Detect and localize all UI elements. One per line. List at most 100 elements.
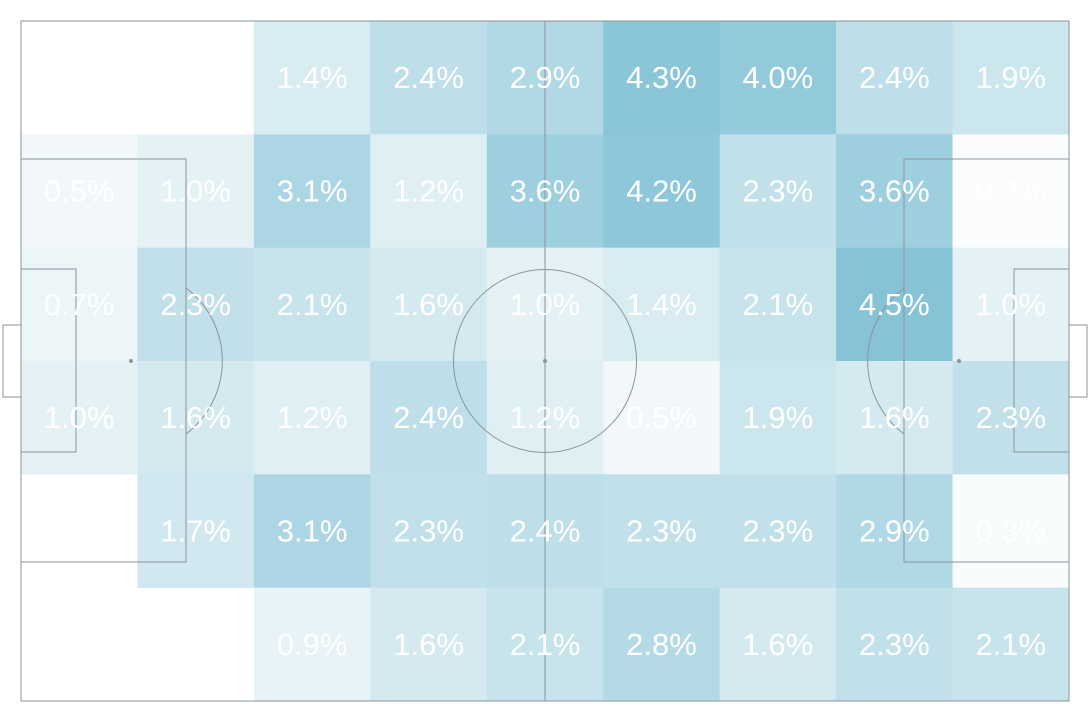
heatmap-label-r4-c3: 2.3% <box>393 514 464 549</box>
heatmap-label-r0-c2: 1.4% <box>277 60 348 95</box>
heatmap-label-r4-c5: 2.3% <box>626 514 697 549</box>
heatmap-label-r5-c4: 2.1% <box>510 627 581 662</box>
heatmap-label-r1-c5: 4.2% <box>626 174 697 209</box>
heatmap-label-r1-c1: 1.0% <box>160 174 231 209</box>
heatmap-cell-r1-c8 <box>952 134 1070 249</box>
heatmap-cell-r4-c3 <box>370 474 488 589</box>
heatmap-cell-r0-c7 <box>836 21 954 135</box>
left-penalty-spot <box>129 359 133 363</box>
heatmap-cell-r3-c2 <box>253 361 371 475</box>
heatmap-label-r1-c4: 3.6% <box>510 174 581 209</box>
pitch-markings <box>2 20 1088 702</box>
heatmap-label-r4-c6: 2.3% <box>743 514 814 549</box>
heatmap-cell-r5-c8 <box>952 587 1070 702</box>
heatmap-cell-r3-c6 <box>719 361 837 475</box>
right-goal <box>1068 324 1088 398</box>
heatmap-cell-r4-c2 <box>253 474 371 589</box>
heatmap-label-r3-c4: 1.2% <box>510 400 581 435</box>
heatmap-cell-r3-c1 <box>137 361 255 475</box>
heatmap-label-r3-c6: 1.9% <box>743 400 814 435</box>
heatmap-label-r5-c7: 2.3% <box>859 627 930 662</box>
heatmap-cell-r1-c2 <box>253 134 371 249</box>
heatmap-label-r1-c0: 0.5% <box>44 174 115 209</box>
heatmap-label-r4-c8: 0.3% <box>975 514 1046 549</box>
heatmap-cell-r4-c6 <box>719 474 837 589</box>
heatmap-label-r3-c7: 1.6% <box>859 400 930 435</box>
heatmap-cell-r1-c7 <box>836 134 954 249</box>
heatmap-label-r3-c0: 1.0% <box>44 400 115 435</box>
heatmap-label-r1-c7: 3.6% <box>859 174 930 209</box>
left-goal <box>2 324 22 398</box>
heatmap-cell-r2-c3 <box>370 247 488 362</box>
heatmap-cell-r1-c3 <box>370 134 488 249</box>
heatmap-cell-r0-c6 <box>719 21 837 135</box>
heatmap-label-r2-c8: 1.0% <box>975 287 1046 322</box>
heatmap-label-r1-c2: 3.1% <box>277 174 348 209</box>
heatmap-label-r5-c6: 1.6% <box>743 627 814 662</box>
heatmap-label-r0-c7: 2.4% <box>859 60 930 95</box>
heatmap-cell-r2-c0 <box>21 247 138 362</box>
center-circle <box>453 269 637 453</box>
heatmap-label-r5-c5: 2.8% <box>626 627 697 662</box>
heatmap-label-r4-c7: 2.9% <box>859 514 930 549</box>
heatmap-cell-r1-c1 <box>137 134 255 249</box>
heatmap-cell-r3-c0 <box>21 361 138 475</box>
heatmap-cell-r3-c7 <box>836 361 954 475</box>
heatmap-label-r5-c8: 2.1% <box>975 627 1046 662</box>
heatmap-label-r4-c4: 2.4% <box>510 514 581 549</box>
heatmap-label-r0-c3: 2.4% <box>393 60 464 95</box>
right-penalty-spot <box>957 359 961 363</box>
heatmap-label-r3-c3: 2.4% <box>393 400 464 435</box>
heatmap-cell-r2-c7 <box>836 247 954 362</box>
heatmap-label-r2-c4: 1.0% <box>510 287 581 322</box>
heatmap-label-r0-c6: 4.0% <box>743 60 814 95</box>
heatmap-label-r2-c0: 0.7% <box>44 287 115 322</box>
heatmap-label-r2-c5: 1.4% <box>626 287 697 322</box>
heatmap-label-r1-c3: 1.2% <box>393 174 464 209</box>
heatmap-cell-r3-c8 <box>952 361 1070 475</box>
heatmap-label-r3-c5: 0.5% <box>626 400 697 435</box>
heatmap-label-r0-c4: 2.9% <box>510 60 581 95</box>
heatmap-label-r3-c8: 2.3% <box>975 400 1046 435</box>
heatmap-cell-r2-c6 <box>719 247 837 362</box>
heatmap-cell-r5-c7 <box>836 587 954 702</box>
heatmap-label-r3-c1: 1.6% <box>160 400 231 435</box>
heatmap-cell-r1-c5 <box>603 134 721 249</box>
heatmap-label-r2-c7: 4.5% <box>859 287 930 322</box>
heatmap-cell-r2-c2 <box>253 247 371 362</box>
heatmap-label-r3-c2: 1.2% <box>277 400 348 435</box>
left-penalty-arc <box>185 287 223 435</box>
heatmap-cell-r0-c3 <box>370 21 488 135</box>
heatmap-cell-r5-c6 <box>719 587 837 702</box>
heatmap-label-r4-c2: 3.1% <box>277 514 348 549</box>
heatmap-cell-r5-c5 <box>603 587 721 702</box>
heatmap-label-r2-c6: 2.1% <box>743 287 814 322</box>
right-penalty-arc <box>867 287 905 435</box>
heatmap-cell-r4-c5 <box>603 474 721 589</box>
heatmap-cell-r3-c5 <box>603 361 721 475</box>
heatmap-label-r4-c1: 1.7% <box>160 514 231 549</box>
heatmap-label-r1-c8: 0.2% <box>975 174 1046 209</box>
heatmap-cell-r0-c8 <box>952 21 1070 135</box>
heatmap-label-r0-c5: 4.3% <box>626 60 697 95</box>
heatmap-cell-r0-c5 <box>603 21 721 135</box>
heatmap-cell-r0-c2 <box>253 21 371 135</box>
heatmap-label-r2-c3: 1.6% <box>393 287 464 322</box>
heatmap-labels: 1.4% 2.4% 2.9% 4.3% 4.0% 2.4% 1.9% 0.5% 1.0% 3.1%… <box>44 60 1046 662</box>
heatmap-cell-r4-c7 <box>836 474 954 589</box>
heatmap-cell-r3-c3 <box>370 361 488 475</box>
heatmap-label-r2-c2: 2.1% <box>277 287 348 322</box>
heatmap-label-r5-c3: 1.6% <box>393 627 464 662</box>
heatmap-cell-r2-c5 <box>603 247 721 362</box>
heatmap-label-r5-c2: 0.9% <box>277 627 348 662</box>
heatmap-cell-r4-c8 <box>952 474 1070 589</box>
heatmap-label-r0-c8: 1.9% <box>975 60 1046 95</box>
heatmap-label-r1-c6: 2.3% <box>743 174 814 209</box>
heatmap-label-r2-c1: 2.3% <box>160 287 231 322</box>
heatmap-cell-r5-c3 <box>370 587 488 702</box>
heatmap-cell-r2-c8 <box>952 247 1070 362</box>
heatmap-cells <box>21 21 1070 702</box>
heatmap-cell-r2-c1 <box>137 247 255 362</box>
